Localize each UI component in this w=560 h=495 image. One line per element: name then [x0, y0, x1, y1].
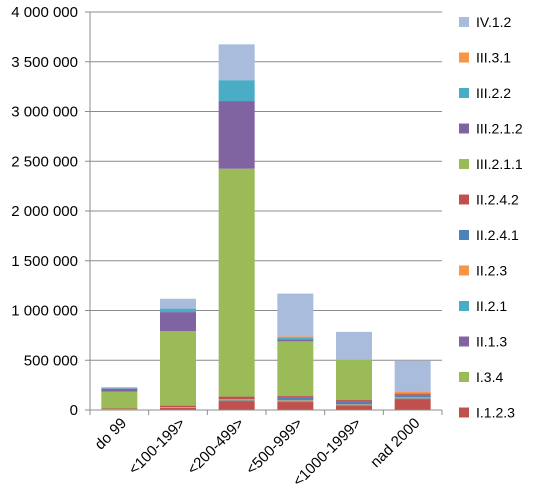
legend: IV.1.2 III.3.1 III.2.2 III.2.1.2 III.2.1.1 II…: [459, 14, 523, 421]
legend-swatch: [459, 194, 469, 205]
legend-label: II.2.4.2: [476, 192, 519, 208]
bar-segment: [277, 337, 314, 340]
bar-segment: [336, 331, 372, 360]
legend-swatch: [459, 336, 469, 347]
legend-swatch: [459, 52, 469, 63]
bar-segment: [336, 400, 372, 402]
legend-label: I.3.4: [476, 369, 503, 385]
bar-segment: [394, 360, 431, 392]
y-tick-label: 2 500 000: [11, 153, 78, 170]
y-tick-label: 0: [70, 402, 78, 419]
legend-swatch: [459, 159, 469, 169]
bar-segment: [277, 396, 314, 398]
legend-label: III.2.2: [476, 85, 511, 101]
legend-label: II.2.3: [476, 263, 507, 279]
x-tick-label: nad 2000: [367, 415, 423, 471]
legend-swatch: [459, 407, 469, 418]
bar-segment: [336, 406, 372, 410]
legend-swatch: [459, 301, 469, 311]
legend-label: I.1.2.3: [476, 405, 515, 421]
bar-segment: [277, 341, 314, 397]
legend-label: II.1.3: [476, 334, 507, 350]
x-tick-label: do 99: [92, 415, 131, 454]
legend-label: III.2.1.2: [476, 121, 523, 137]
x-axis-tick-labels: do 99<100-199><200-499><500-999><1000-19…: [92, 415, 424, 490]
y-tick-label: 1 000 000: [11, 303, 78, 320]
y-tick-label: 3 500 000: [11, 54, 78, 71]
bar-segment: [336, 401, 372, 405]
bar-segment: [101, 387, 138, 389]
y-tick-label: 4 000 000: [11, 4, 78, 21]
bar-segment: [394, 399, 431, 410]
legend-label: II.2.1: [476, 298, 507, 314]
x-tick-label: <100-199>: [125, 415, 189, 479]
gridlines: [90, 11, 442, 411]
bar-segment: [394, 391, 431, 394]
bar-segment: [394, 393, 431, 395]
legend-swatch: [459, 88, 469, 98]
bar-segment: [277, 336, 314, 338]
bar-segment: [218, 44, 255, 81]
bar-segment: [101, 388, 138, 392]
bar-segment: [277, 339, 314, 342]
bar-segment: [160, 312, 196, 331]
bar-segment: [160, 408, 196, 410]
x-tick-label: <500-999>: [243, 415, 307, 479]
bar-segment: [336, 359, 372, 401]
legend-swatch: [459, 265, 469, 276]
legend-swatch: [459, 123, 469, 134]
bar-segment: [218, 396, 255, 400]
bar-segment: [277, 293, 314, 337]
bar-segment: [277, 397, 314, 401]
legend-swatch: [459, 372, 469, 382]
bar-segment: [394, 394, 431, 396]
legend-swatch: [459, 17, 469, 27]
bar-segment: [160, 298, 196, 309]
y-tick-label: 500 000: [24, 352, 78, 369]
legend-label: II.2.4.1: [476, 227, 519, 243]
axes: [89, 12, 443, 415]
legend-swatch: [459, 230, 469, 240]
bars: [101, 44, 431, 410]
bar-segment: [160, 330, 196, 406]
bar-segment: [277, 402, 314, 410]
y-tick-label: 1 500 000: [11, 253, 78, 270]
y-axis-tick-labels: 0 500 000 1 000 000 1 500 000 2 000 000 2 500…: [11, 4, 90, 419]
bar-segment: [394, 395, 431, 398]
y-tick-label: 2 000 000: [11, 203, 78, 220]
bar-segment: [160, 405, 196, 408]
legend-label: III.3.1: [476, 50, 511, 66]
bar-segment: [218, 401, 255, 410]
bar-segment: [101, 391, 138, 409]
bar-segment: [218, 80, 255, 102]
legend-label: IV.1.2: [476, 14, 512, 30]
bar-segment: [218, 101, 255, 169]
bar-segment: [160, 308, 196, 313]
y-tick-label: 3 000 000: [11, 104, 78, 121]
bar-segment: [218, 168, 255, 397]
legend-label: III.2.1.1: [476, 156, 523, 172]
x-tick-label: <200-499>: [184, 415, 248, 479]
